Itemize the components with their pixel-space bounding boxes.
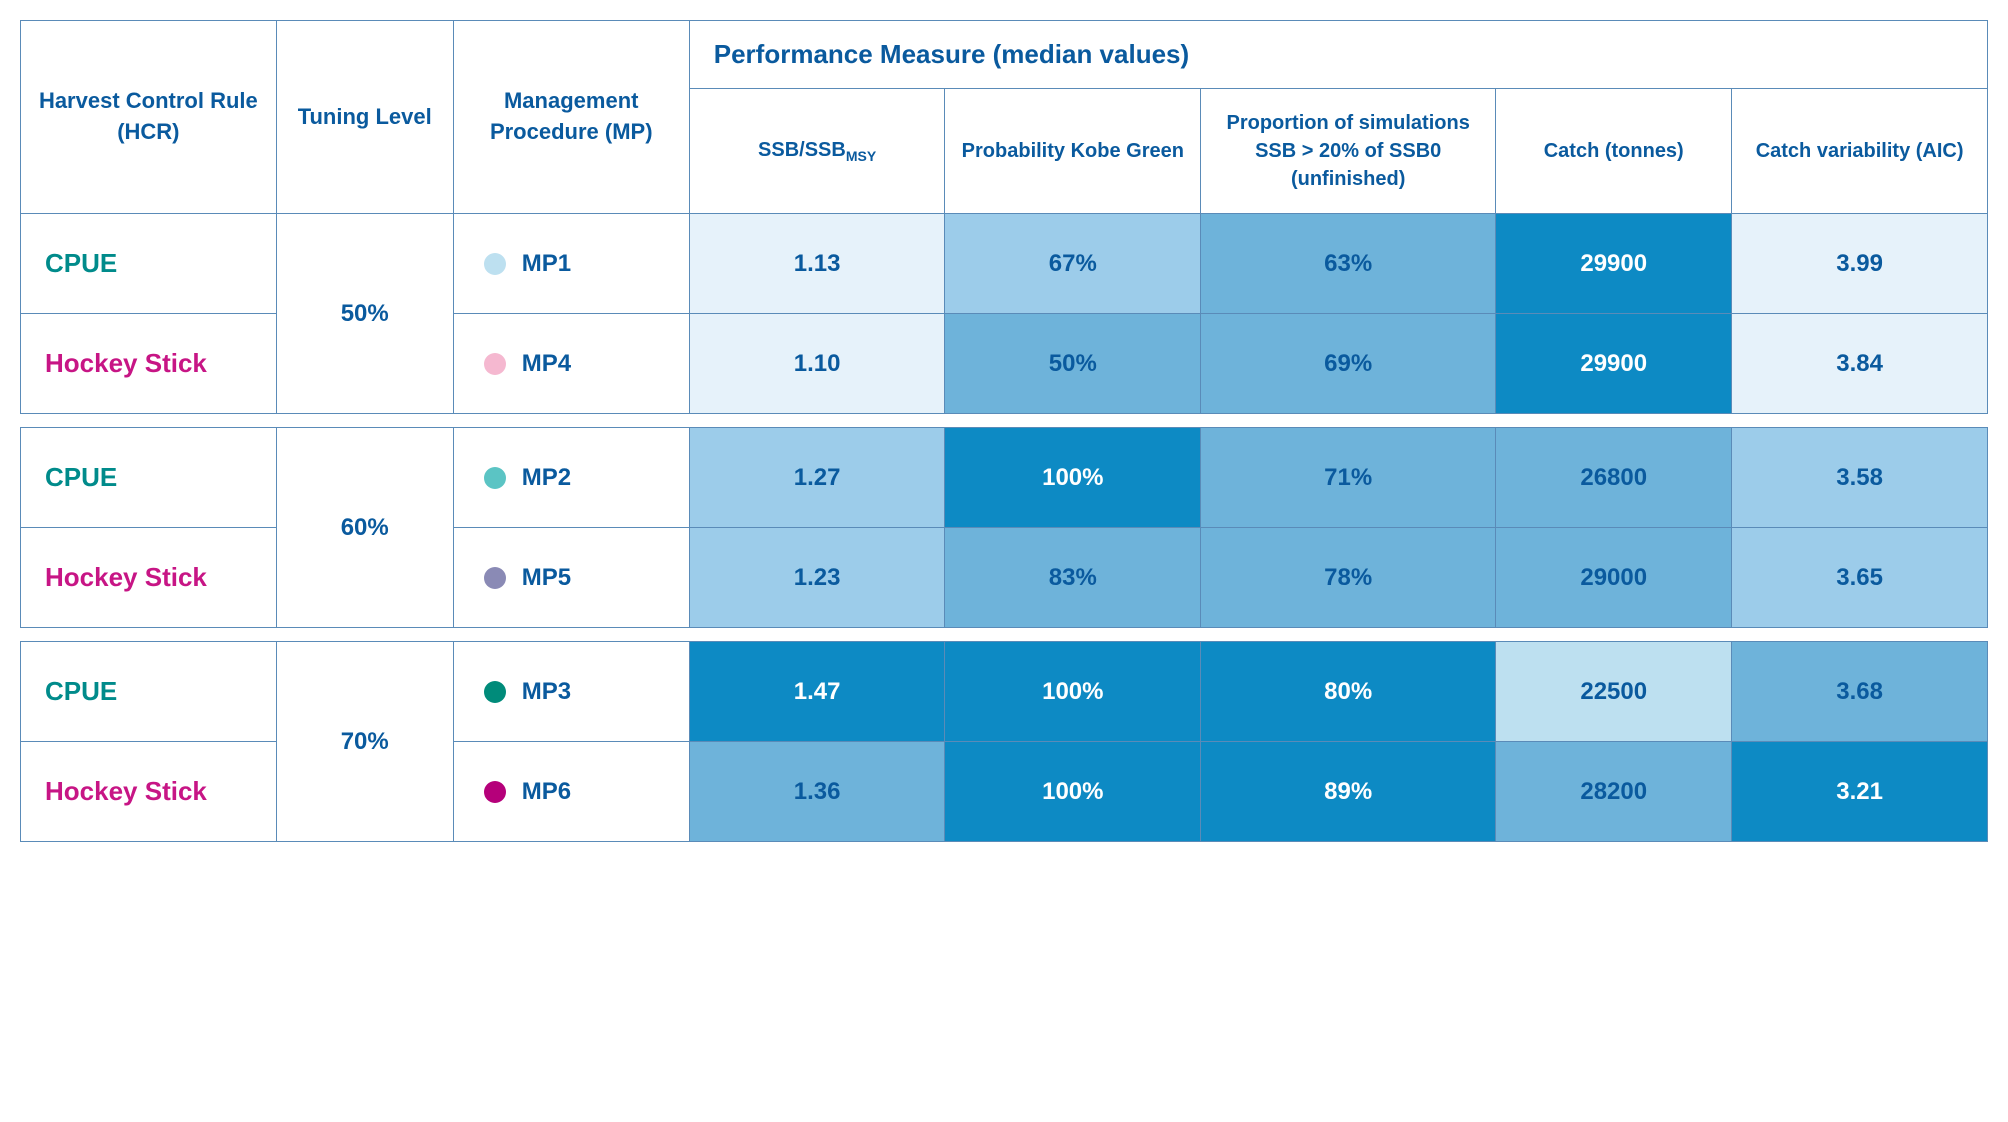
data-cell: 63% [1201, 214, 1496, 314]
performance-table: Harvest Control Rule (HCR) Tuning Level … [20, 20, 1988, 842]
header-hcr-text: Harvest Control Rule (HCR) [39, 88, 258, 144]
mp-label: MP3 [522, 678, 571, 705]
header-ssb: SSB/SSBMSY [689, 89, 945, 214]
group-spacer [21, 414, 1988, 428]
data-cell: 100% [945, 742, 1201, 842]
data-cell: 50% [945, 314, 1201, 414]
data-cell: 100% [945, 428, 1201, 528]
data-cell: 26800 [1496, 428, 1732, 528]
table-row: CPUE70%MP31.47100%80%225003.68 [21, 642, 1988, 742]
mp-cell: MP2 [453, 428, 689, 528]
header-tuning-text: Tuning Level [298, 104, 432, 129]
data-cell: 1.13 [689, 214, 945, 314]
mp-dot-icon [484, 353, 506, 375]
header-mp-text: Management Procedure (MP) [490, 88, 653, 144]
table-row: CPUE60%MP21.27100%71%268003.58 [21, 428, 1988, 528]
header-catch-text: Catch (tonnes) [1544, 140, 1684, 162]
data-cell: 29900 [1496, 314, 1732, 414]
header-catchvar: Catch variability (AIC) [1732, 89, 1988, 214]
data-cell: 89% [1201, 742, 1496, 842]
data-cell: 3.99 [1732, 214, 1988, 314]
hcr-cpue: CPUE [21, 428, 277, 528]
header-propsim-text: Proportion of simulations SSB > 20% of S… [1227, 112, 1470, 190]
data-cell: 1.47 [689, 642, 945, 742]
data-cell: 71% [1201, 428, 1496, 528]
mp-cell: MP4 [453, 314, 689, 414]
header-catchvar-text: Catch variability (AIC) [1756, 140, 1964, 162]
data-cell: 1.36 [689, 742, 945, 842]
mp-label: MP5 [522, 564, 571, 591]
hcr-hockey: Hockey Stick [21, 314, 277, 414]
header-tuning: Tuning Level [276, 21, 453, 214]
header-propsim: Proportion of simulations SSB > 20% of S… [1201, 89, 1496, 214]
mp-cell: MP5 [453, 528, 689, 628]
tuning-level: 50% [276, 214, 453, 414]
data-cell: 80% [1201, 642, 1496, 742]
data-cell: 100% [945, 642, 1201, 742]
header-perf-measure: Performance Measure (median values) [689, 21, 1987, 89]
mp-label: MP1 [522, 250, 571, 277]
hcr-cpue: CPUE [21, 214, 277, 314]
data-cell: 3.58 [1732, 428, 1988, 528]
data-cell: 3.21 [1732, 742, 1988, 842]
header-ssb-sub: MSY [846, 148, 876, 164]
data-cell: 3.65 [1732, 528, 1988, 628]
table-body: CPUE50%MP11.1367%63%299003.99Hockey Stic… [21, 214, 1988, 842]
group-spacer [21, 628, 1988, 642]
data-cell: 1.27 [689, 428, 945, 528]
mp-dot-icon [484, 253, 506, 275]
data-cell: 28200 [1496, 742, 1732, 842]
data-cell: 78% [1201, 528, 1496, 628]
data-cell: 1.23 [689, 528, 945, 628]
data-cell: 3.84 [1732, 314, 1988, 414]
mp-dot-icon [484, 781, 506, 803]
mp-cell: MP3 [453, 642, 689, 742]
header-mp: Management Procedure (MP) [453, 21, 689, 214]
data-cell: 3.68 [1732, 642, 1988, 742]
data-cell: 22500 [1496, 642, 1732, 742]
tuning-level: 60% [276, 428, 453, 628]
table-row: CPUE50%MP11.1367%63%299003.99 [21, 214, 1988, 314]
tuning-level: 70% [276, 642, 453, 842]
mp-cell: MP1 [453, 214, 689, 314]
header-ssb-text: SSB/SSB [758, 139, 846, 161]
mp-label: MP2 [522, 464, 571, 491]
header-kobe-text: Probability Kobe Green [962, 140, 1184, 162]
data-cell: 29000 [1496, 528, 1732, 628]
header-kobe: Probability Kobe Green [945, 89, 1201, 214]
hcr-cpue: CPUE [21, 642, 277, 742]
mp-dot-icon [484, 567, 506, 589]
mp-label: MP4 [522, 350, 571, 377]
mp-dot-icon [484, 681, 506, 703]
header-hcr: Harvest Control Rule (HCR) [21, 21, 277, 214]
data-cell: 69% [1201, 314, 1496, 414]
hcr-hockey: Hockey Stick [21, 528, 277, 628]
data-cell: 1.10 [689, 314, 945, 414]
mp-cell: MP6 [453, 742, 689, 842]
mp-label: MP6 [522, 778, 571, 805]
data-cell: 67% [945, 214, 1201, 314]
header-perf-text: Performance Measure (median values) [714, 39, 1189, 69]
hcr-hockey: Hockey Stick [21, 742, 277, 842]
data-cell: 29900 [1496, 214, 1732, 314]
mp-dot-icon [484, 467, 506, 489]
header-catch: Catch (tonnes) [1496, 89, 1732, 214]
data-cell: 83% [945, 528, 1201, 628]
